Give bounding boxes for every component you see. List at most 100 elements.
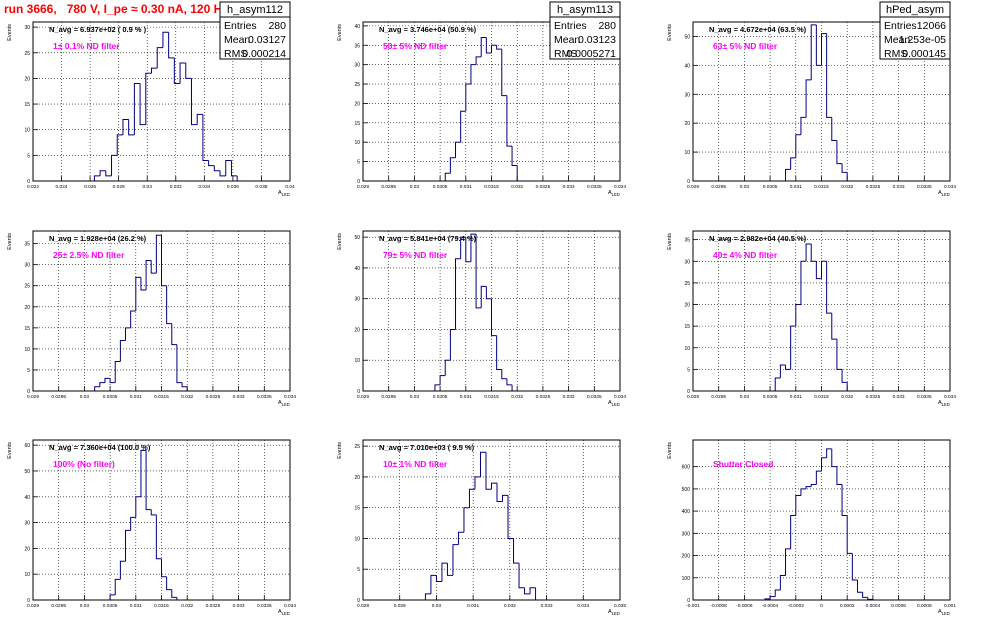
- histogram-bin: [800, 260, 807, 305]
- histogram-bin: [836, 466, 843, 485]
- histogram-bin: [444, 172, 451, 181]
- histogram-bin: [810, 483, 817, 487]
- filter-annotation: Shutter Closed: [713, 459, 773, 469]
- histogram-bin: [496, 335, 502, 370]
- histogram-bin: [805, 243, 812, 262]
- histogram-bin: [805, 486, 812, 489]
- histogram-bin: [225, 159, 232, 176]
- x-tick-label: 0.029: [357, 394, 369, 400]
- x-axis-label: ALED: [278, 190, 290, 197]
- histogram-bin: [166, 576, 172, 591]
- x-tick-label: 0.0335: [257, 603, 272, 609]
- x-tick-label: 0.0295: [711, 394, 726, 400]
- histogram-bin: [800, 116, 807, 135]
- x-tick-label: 0.0325: [866, 184, 881, 190]
- histogram-bin: [769, 596, 776, 599]
- histogram-bin: [190, 78, 198, 126]
- y-tick-label: 40: [24, 495, 30, 501]
- filter-annotation: 40± 4% ND filter: [713, 250, 778, 260]
- histogram-bin: [155, 514, 162, 560]
- y-tick-label: 600: [682, 465, 691, 471]
- histogram-bin: [449, 157, 456, 174]
- histogram-bin: [815, 470, 822, 485]
- histogram-bin: [474, 476, 481, 490]
- panel-hPed_asym: -0.001 -0.0008 -0.0006 -0.0004 -0.0002 0 0.000…: [667, 1, 956, 616]
- x-tick-label: 0.0315: [484, 394, 499, 400]
- x-tick-label: 0.0315: [814, 394, 829, 400]
- y-axis-label: Events: [337, 24, 343, 41]
- histogram-bin: [785, 168, 791, 181]
- y-tick-label: 10: [24, 572, 30, 578]
- plot-title: N_avg = 5.841e+04 (79.4 %): [379, 234, 477, 243]
- panel-h_asym112: 0.029 0.0295 0.03 0.0305 0.031 0.0315 0.032 0.0…: [7, 1, 296, 616]
- y-tick-label: 15: [24, 326, 30, 332]
- y-tick-label: 30: [684, 92, 690, 98]
- y-tick-label: 20: [354, 101, 360, 107]
- y-axis-label: Events: [7, 233, 13, 250]
- filter-annotation: 50± 5% ND filter: [383, 41, 448, 51]
- histogram-bin: [116, 134, 123, 156]
- y-tick-label: 15: [354, 506, 360, 512]
- histogram-bin: [130, 516, 136, 531]
- x-tick-label: 0.029: [357, 184, 369, 190]
- histogram-bin: [460, 110, 466, 143]
- y-tick-label: 0: [687, 389, 690, 395]
- y-tick-label: 0: [27, 179, 30, 185]
- y-tick-label: 30: [24, 263, 30, 269]
- y-tick-label: 300: [682, 531, 691, 537]
- stats-box: [879, 1, 951, 60]
- x-tick-label: 0.031: [460, 394, 472, 400]
- stats-value: 280: [598, 20, 616, 32]
- histogram-bin: [790, 515, 796, 549]
- filter-annotation: 79± 5% ND filter: [383, 250, 448, 260]
- histogram-bin: [156, 47, 163, 69]
- histogram-bin: [161, 558, 167, 578]
- histogram-bin: [470, 64, 477, 85]
- y-tick-label: 10: [684, 150, 690, 156]
- histogram-bin: [119, 339, 126, 362]
- x-tick-label: 0.0002: [840, 603, 855, 609]
- panel-h_asym118: 0.029 0.0295 0.03 0.0305 0.031 0.0315 0.032 0.0…: [337, 1, 626, 407]
- plot-frame: [362, 439, 621, 601]
- histogram-bin: [836, 339, 843, 370]
- histogram-bin: [99, 382, 105, 387]
- histogram-bin: [507, 495, 514, 539]
- y-axis-label: Events: [7, 24, 13, 41]
- stats-value: 0.03123: [578, 34, 616, 46]
- histogram-bin: [790, 325, 796, 370]
- x-tick-label: 0.032: [841, 184, 853, 190]
- x-tick-label: 0.0335: [587, 184, 602, 190]
- histogram-bin: [457, 531, 464, 545]
- x-tick-label: -0.0004: [762, 603, 779, 609]
- histogram-bin: [821, 457, 827, 472]
- y-tick-label: 40: [354, 24, 360, 30]
- y-tick-label: 20: [684, 121, 690, 127]
- x-tick-label: 0.0295: [381, 184, 396, 190]
- stats-key: Entries: [554, 20, 587, 32]
- x-tick-label: 0.0305: [433, 394, 448, 400]
- stats-value: 12066: [917, 20, 946, 32]
- histogram-bin: [790, 157, 796, 170]
- plot-frame: [32, 21, 291, 182]
- histogram-bin: [119, 560, 126, 580]
- x-axis-label: ALED: [608, 400, 620, 407]
- x-tick-label: 0.0008: [917, 603, 932, 609]
- histogram-bin: [506, 95, 513, 147]
- x-tick-label: 0.0335: [587, 394, 602, 400]
- x-tick-label: 0.03: [80, 603, 90, 609]
- x-axis-label: ALED: [608, 609, 620, 616]
- histogram-bin: [496, 483, 503, 503]
- histogram-bin: [529, 587, 536, 594]
- histogram-bin: [104, 377, 111, 383]
- stats-key: Mean: [884, 34, 910, 46]
- stats-value: 280: [268, 20, 286, 32]
- x-tick-label: 0.032: [504, 603, 516, 609]
- x-tick-label: 0.0325: [206, 394, 221, 400]
- x-tick-label: 0.032: [181, 603, 193, 609]
- histogram-bin: [836, 140, 843, 165]
- x-tick-label: 0.034: [614, 394, 626, 400]
- histogram-bin: [114, 361, 121, 383]
- histogram-bin: [851, 553, 858, 581]
- x-tick-label: 0.032: [841, 394, 853, 400]
- y-tick-label: 5: [357, 567, 360, 573]
